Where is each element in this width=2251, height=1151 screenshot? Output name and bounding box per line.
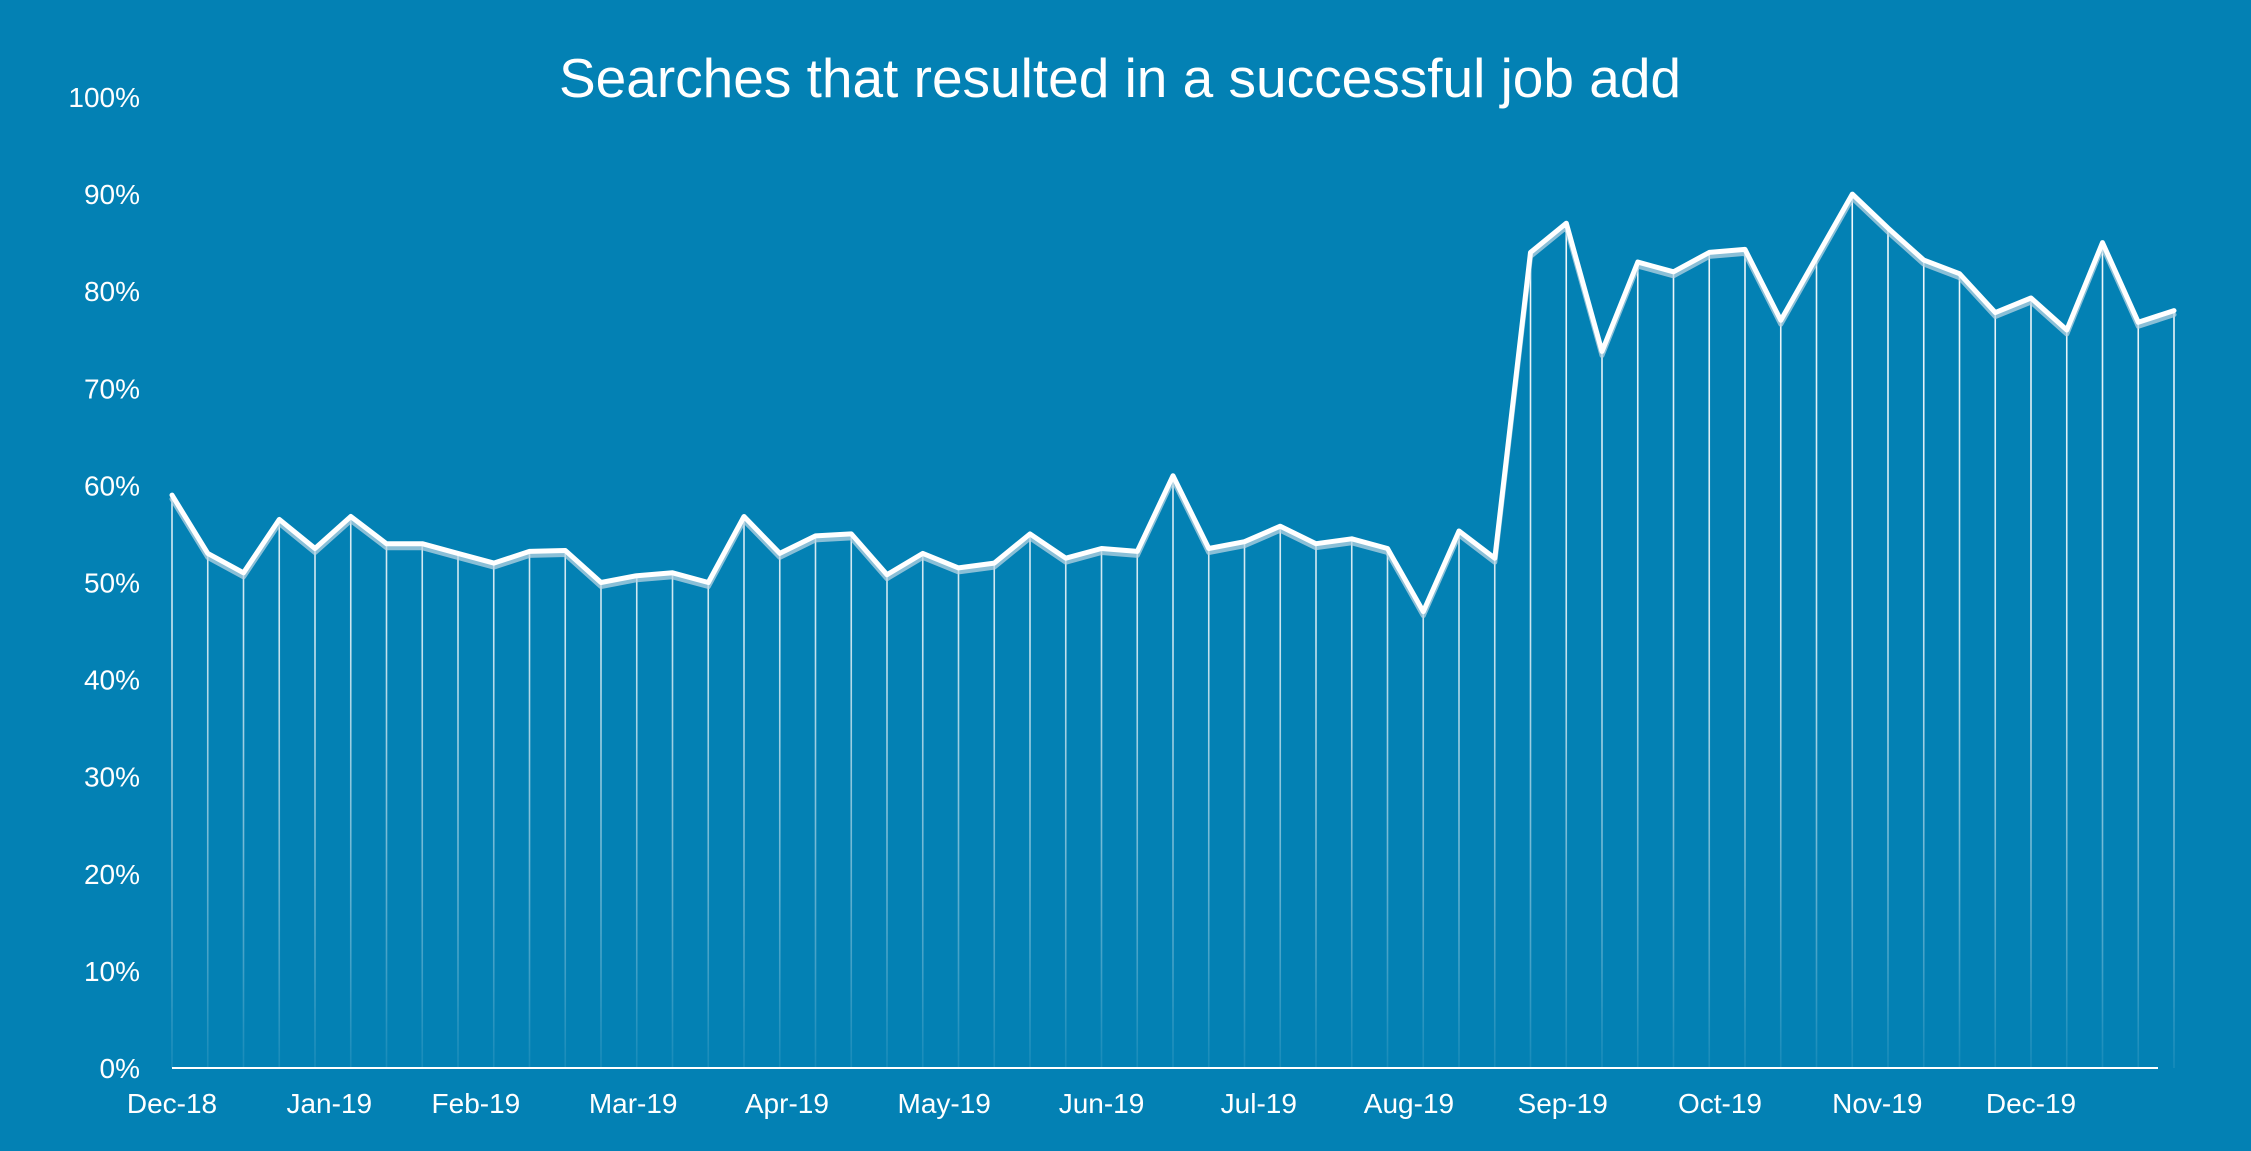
x-axis: Dec-18 Jan-19 Feb-19 Mar-19 Apr-19 May-19 Jun-…	[127, 1067, 2158, 1119]
y-tick-label: 70%	[84, 373, 140, 404]
x-tick-label: Feb-19	[432, 1088, 521, 1119]
series-group	[169, 191, 2177, 619]
y-tick-label: 90%	[84, 179, 140, 210]
x-tick-label: Dec-18	[127, 1088, 217, 1119]
x-tick-label: Mar-19	[589, 1088, 678, 1119]
x-tick-label: Dec-19	[1986, 1088, 2076, 1119]
y-tick-label: 20%	[84, 859, 140, 890]
x-tick-label: Aug-19	[1364, 1088, 1454, 1119]
x-tick-label: Jan-19	[286, 1088, 372, 1119]
drop-lines	[171, 194, 2175, 1068]
x-tick-label: Jun-19	[1059, 1088, 1145, 1119]
x-tick-label: Jul-19	[1221, 1088, 1297, 1119]
x-tick-label: Sep-19	[1518, 1088, 1608, 1119]
y-tick-label: 80%	[84, 276, 140, 307]
x-tick-label: Apr-19	[745, 1088, 829, 1119]
x-tick-label: Nov-19	[1832, 1088, 1922, 1119]
y-tick-label: 40%	[84, 665, 140, 696]
y-tick-label: 0%	[100, 1053, 140, 1084]
series-line	[169, 191, 2177, 615]
y-axis: 0% 10% 20% 30% 40% 50% 60% 70% 80% 90% 100%	[68, 82, 140, 1084]
y-tick-label: 60%	[84, 470, 140, 501]
chart-title: Searches that resulted in a successful j…	[559, 47, 1681, 109]
x-tick-label: Oct-19	[1678, 1088, 1762, 1119]
y-tick-label: 100%	[68, 82, 140, 113]
x-tick-label: May-19	[898, 1088, 991, 1119]
y-tick-label: 50%	[84, 568, 140, 599]
y-tick-label: 10%	[84, 956, 140, 987]
y-tick-label: 30%	[84, 762, 140, 793]
